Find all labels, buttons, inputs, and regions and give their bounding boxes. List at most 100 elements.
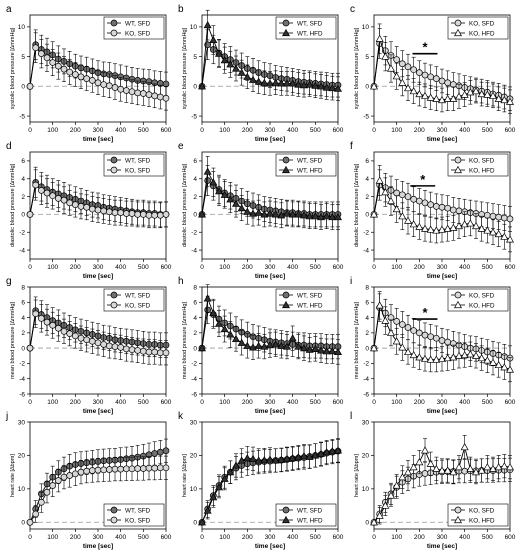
- y-tick-label: 6: [365, 158, 369, 165]
- data-point: [277, 211, 286, 219]
- panel-i: i 0 100 200 300 400 500 600 -6 -4 -2 0 2 4 6 8 time [sec…: [350, 276, 516, 415]
- data-point: [54, 195, 62, 202]
- data-point: [266, 209, 274, 217]
- data-point: [88, 337, 96, 345]
- data-point: [421, 446, 429, 454]
- data-point: [300, 81, 308, 89]
- legend-box: [275, 503, 337, 527]
- legend-box: [275, 288, 337, 312]
- data-point: [254, 77, 263, 85]
- data-point: [139, 465, 147, 472]
- data-point: [271, 456, 280, 464]
- data-point: [162, 94, 170, 102]
- legend-label: WT, SFD: [297, 507, 323, 514]
- data-point: [398, 78, 407, 86]
- data-point: [460, 350, 469, 359]
- data-point: [317, 82, 325, 90]
- data-point: [254, 456, 263, 464]
- data-point: [443, 466, 452, 474]
- data-point: [477, 466, 486, 474]
- y-tick-label: 6: [193, 158, 197, 165]
- data-point: [215, 49, 223, 57]
- y-tick-label: 30: [190, 419, 198, 426]
- data-point: [370, 518, 378, 526]
- data-point: [328, 212, 337, 221]
- data-point: [139, 347, 147, 355]
- y-tick-label: -6: [191, 391, 197, 398]
- x-tick-label: 300: [93, 534, 104, 541]
- data-point: [294, 210, 303, 218]
- data-point: [305, 452, 314, 460]
- x-tick-label: 600: [333, 264, 344, 271]
- x-tick-label: 100: [47, 264, 58, 271]
- x-tick-label: 600: [333, 534, 344, 541]
- data-point: [94, 79, 102, 87]
- data-point: [237, 68, 246, 76]
- data-point: [483, 211, 491, 219]
- data-point: [117, 344, 125, 351]
- legend-swatch-marker: [282, 300, 290, 309]
- x-tick-label: 200: [414, 127, 425, 134]
- y-tick-label: 2: [21, 330, 25, 337]
- significance-star: *: [422, 305, 428, 320]
- y-tick-label: 30: [18, 419, 26, 426]
- data-point: [305, 80, 314, 88]
- y-tick-label: 4: [21, 315, 25, 322]
- y-axis-label: heart rate [∆bpm]: [354, 454, 360, 497]
- data-point: [77, 203, 85, 210]
- data-point: [105, 466, 113, 473]
- legend-swatch-marker: [282, 156, 290, 164]
- x-tick-label: 100: [219, 399, 230, 406]
- data-point: [60, 65, 68, 73]
- data-point: [260, 342, 269, 350]
- data-point: [483, 463, 492, 471]
- legend-swatch-marker: [282, 19, 290, 27]
- data-point: [203, 167, 212, 175]
- data-point: [489, 91, 497, 99]
- y-tick-label: 4: [21, 176, 25, 183]
- x-tick-label: 600: [161, 127, 172, 134]
- data-point: [317, 449, 325, 457]
- data-point: [37, 50, 45, 57]
- data-point: [311, 451, 320, 459]
- data-point: [489, 464, 497, 472]
- y-axis-label: systolic blood pressure [∆mmHg]: [10, 27, 16, 109]
- data-point: [122, 87, 130, 94]
- data-point: [410, 195, 418, 203]
- data-point: [49, 192, 57, 200]
- x-tick-label: 0: [28, 399, 32, 406]
- x-tick-label: 300: [265, 399, 276, 406]
- y-tick-label: -4: [363, 376, 369, 383]
- x-tick-label: 300: [265, 264, 276, 271]
- x-axis-label: time [sec]: [427, 408, 457, 415]
- data-point: [151, 211, 159, 219]
- x-tick-label: 0: [200, 534, 204, 541]
- data-point: [71, 332, 79, 340]
- data-point: [500, 214, 508, 222]
- data-point: [472, 468, 480, 476]
- data-point: [128, 346, 136, 354]
- series-2: [370, 435, 514, 526]
- x-tick-label: 600: [505, 399, 516, 406]
- legend-swatch-marker: [454, 156, 462, 164]
- data-point: [32, 181, 40, 189]
- y-tick-label: 0: [193, 520, 197, 527]
- series-2: [198, 156, 342, 230]
- data-point: [215, 319, 223, 327]
- panel-letter: l: [350, 411, 352, 422]
- data-point: [455, 351, 463, 359]
- data-point: [404, 193, 412, 200]
- x-tick-label: 400: [115, 127, 126, 134]
- data-point: [66, 472, 74, 479]
- data-point: [443, 94, 452, 102]
- x-tick-label: 100: [47, 399, 58, 406]
- panel-letter: e: [178, 141, 184, 152]
- data-point: [94, 466, 102, 474]
- x-tick-label: 400: [459, 264, 470, 271]
- data-point: [49, 321, 57, 329]
- y-tick-label: 0: [193, 212, 197, 219]
- data-point: [300, 344, 308, 352]
- data-point: [260, 78, 269, 86]
- x-tick-label: 300: [265, 127, 276, 134]
- y-tick-label: 5: [193, 54, 197, 61]
